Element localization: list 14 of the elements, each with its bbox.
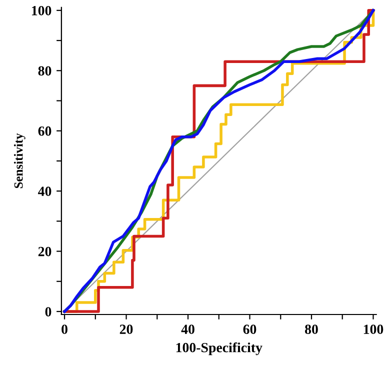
y-tick-label: 60 (38, 126, 52, 136)
y-tick-label: 0 (45, 307, 52, 316)
x-tick-label: 0 (62, 324, 68, 334)
y-tick-label: 40 (38, 186, 52, 196)
x-tick-label: 60 (243, 324, 256, 334)
x-tick-label: 80 (305, 324, 318, 334)
y-tick-label: 80 (38, 66, 52, 76)
y-tick-label: 20 (38, 246, 52, 256)
x-tick-label: 100 (364, 324, 384, 334)
x-tick-label: 40 (181, 324, 194, 334)
x-axis-title: 100-Specificity (176, 342, 262, 356)
y-axis-title: Sensitivity (14, 133, 26, 188)
y-tick-label: 100 (32, 6, 52, 16)
x-tick-label: 20 (120, 324, 133, 334)
